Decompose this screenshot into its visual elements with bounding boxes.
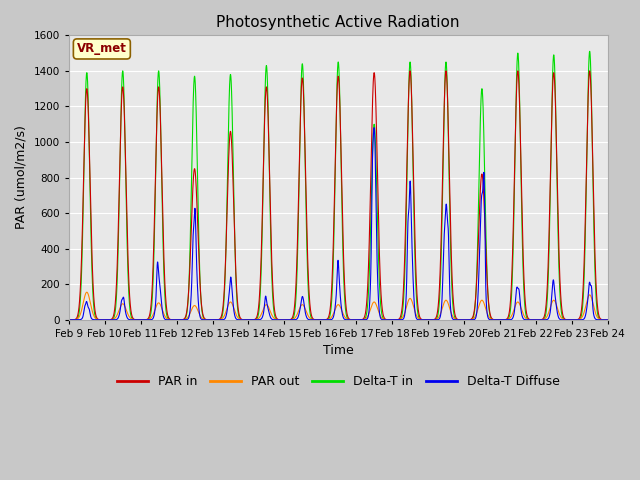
Title: Photosynthetic Active Radiation: Photosynthetic Active Radiation: [216, 15, 460, 30]
Line: Delta-T Diffuse: Delta-T Diffuse: [69, 128, 607, 320]
Delta-T Diffuse: [604, 317, 611, 323]
PAR in: [65, 317, 73, 323]
Delta-T in: [65, 317, 73, 323]
PAR out: [489, 317, 497, 323]
Text: VR_met: VR_met: [77, 42, 127, 56]
PAR out: [180, 317, 188, 323]
PAR in: [267, 214, 275, 219]
Delta-T Diffuse: [413, 316, 420, 322]
PAR out: [604, 317, 611, 323]
Legend: PAR in, PAR out, Delta-T in, Delta-T Diffuse: PAR in, PAR out, Delta-T in, Delta-T Dif…: [111, 370, 564, 393]
PAR out: [65, 317, 73, 323]
Delta-T Diffuse: [180, 317, 188, 323]
X-axis label: Time: Time: [323, 344, 354, 357]
Delta-T in: [180, 317, 188, 323]
Line: PAR in: PAR in: [69, 71, 607, 320]
PAR in: [413, 281, 420, 287]
PAR out: [267, 309, 275, 315]
PAR out: [175, 317, 182, 323]
Delta-T in: [586, 48, 593, 54]
Delta-T Diffuse: [175, 317, 182, 323]
Delta-T Diffuse: [267, 314, 275, 320]
Delta-T in: [604, 317, 611, 323]
PAR in: [602, 317, 609, 323]
Delta-T in: [175, 317, 182, 323]
PAR in: [175, 317, 182, 323]
Delta-T in: [489, 317, 497, 323]
Delta-T in: [267, 226, 275, 232]
Delta-T in: [413, 295, 420, 300]
Delta-T Diffuse: [371, 125, 378, 131]
Y-axis label: PAR (umol/m2/s): PAR (umol/m2/s): [15, 126, 28, 229]
Delta-T Diffuse: [602, 317, 609, 323]
PAR in: [180, 316, 188, 322]
Delta-T Diffuse: [489, 317, 497, 323]
PAR out: [83, 289, 91, 295]
PAR in: [489, 316, 497, 322]
Delta-T Diffuse: [65, 317, 73, 323]
Line: Delta-T in: Delta-T in: [69, 51, 607, 320]
PAR out: [413, 312, 420, 318]
Line: PAR out: PAR out: [69, 292, 607, 320]
Delta-T in: [602, 317, 609, 323]
PAR out: [602, 317, 609, 323]
PAR in: [586, 68, 593, 74]
PAR in: [604, 317, 611, 323]
